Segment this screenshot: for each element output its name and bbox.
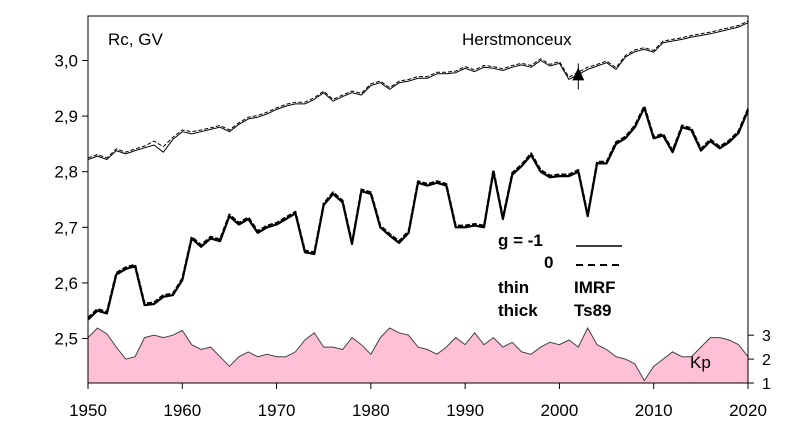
series-line-upper-solid bbox=[87, 22, 749, 160]
x-tick-label: 2000 bbox=[541, 401, 579, 420]
series-line-lower-solid bbox=[87, 106, 750, 321]
kp-line bbox=[87, 326, 749, 382]
y-tick-label: 2,6 bbox=[54, 274, 78, 293]
kp-tick-label: 1 bbox=[762, 376, 771, 393]
x-tick-label: 1960 bbox=[163, 401, 201, 420]
legend: g = -1 0 thin IMRF thick Ts89 bbox=[498, 231, 622, 320]
kp-tick-label: 3 bbox=[762, 328, 771, 345]
x-tick-label: 1990 bbox=[446, 401, 484, 420]
marker-layer bbox=[572, 63, 585, 90]
y-tick-label: 2,5 bbox=[54, 330, 78, 349]
station-annotation: Herstmonceux bbox=[462, 30, 572, 49]
legend-g-zero-label: 0 bbox=[544, 253, 553, 272]
legend-ts89-label: Ts89 bbox=[574, 301, 612, 320]
legend-thin-label: thin bbox=[498, 278, 529, 297]
y-axis-title: Rc, GV bbox=[108, 30, 163, 49]
series-layer bbox=[87, 20, 750, 321]
y-tick-label: 2,9 bbox=[54, 107, 78, 126]
kp-tick-label: 2 bbox=[762, 352, 771, 369]
legend-imrf-label: IMRF bbox=[574, 278, 616, 297]
legend-g-label: g = -1 bbox=[498, 231, 543, 250]
x-tick-label: 1980 bbox=[352, 401, 390, 420]
series-line-upper-dashed bbox=[87, 20, 749, 159]
plot-frame bbox=[87, 15, 749, 384]
kp-area-layer bbox=[87, 326, 749, 383]
axis-layer: 1950 1960 1970 1980 1990 2000 2010 2020 2,5 2,6 2,… bbox=[54, 51, 771, 420]
x-tick-label: 2010 bbox=[635, 401, 673, 420]
x-tick-label: 1970 bbox=[258, 401, 296, 420]
kp-area bbox=[88, 328, 748, 383]
y-tick-label: 2,7 bbox=[54, 218, 78, 237]
y-tick-label: 3,0 bbox=[54, 51, 78, 70]
kp-label: Kp bbox=[690, 353, 711, 372]
y-tick-label: 2,8 bbox=[54, 163, 78, 182]
station-marker bbox=[572, 67, 585, 81]
legend-thick-label: thick bbox=[498, 301, 538, 320]
x-tick-label: 2020 bbox=[729, 401, 767, 420]
series-line-lower-dashed bbox=[87, 105, 749, 319]
x-tick-label: 1950 bbox=[69, 401, 107, 420]
